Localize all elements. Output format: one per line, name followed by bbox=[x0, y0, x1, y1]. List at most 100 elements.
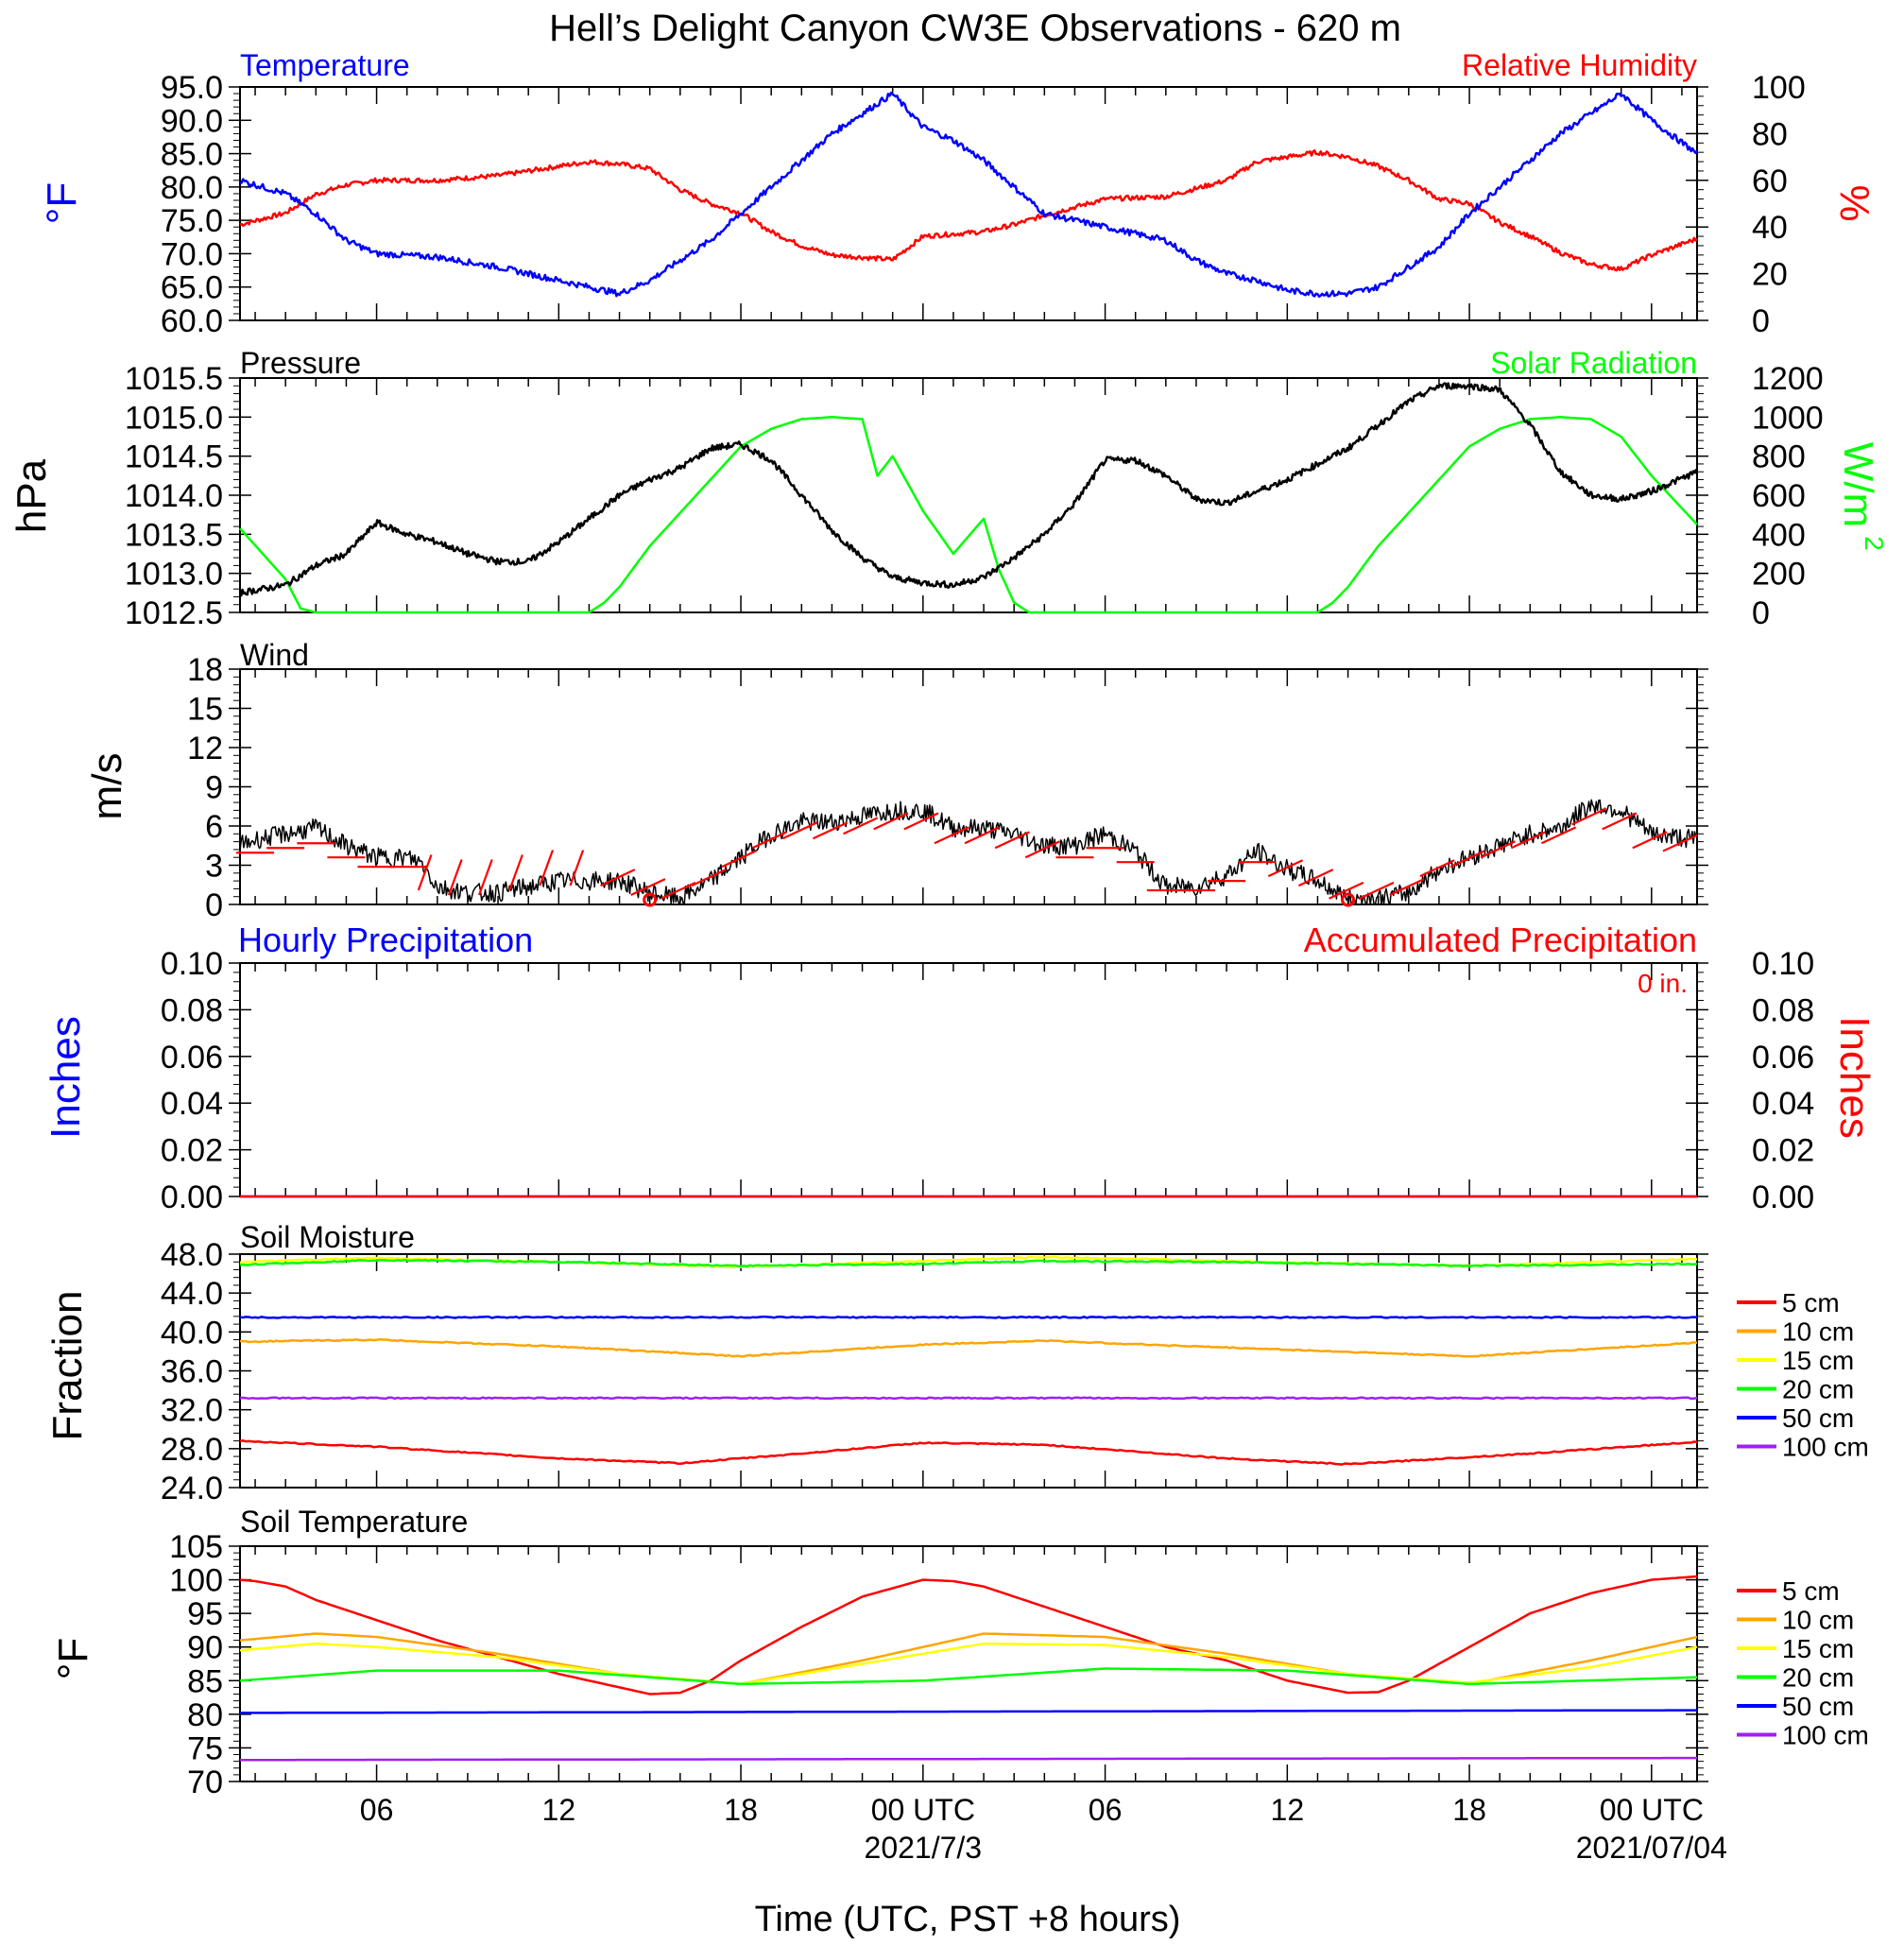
y-tick-label-right: 600 bbox=[1752, 478, 1806, 514]
y-tick-label: 18 bbox=[187, 652, 223, 688]
wind-barb bbox=[600, 869, 636, 887]
legend-label: 5 cm bbox=[1782, 1576, 1840, 1606]
soil-temp-lines bbox=[239, 1575, 1698, 1762]
pressure-unit: hPa bbox=[9, 458, 55, 533]
wind-barb bbox=[630, 878, 666, 897]
solar-unit: W/m 2 bbox=[1835, 442, 1889, 551]
plot-frame bbox=[239, 962, 1698, 1197]
x-tick-label: 00 UTC bbox=[1600, 1793, 1704, 1827]
wind-barb bbox=[721, 850, 757, 869]
hourly-precip-title: Hourly Precipitation bbox=[238, 921, 533, 959]
y-tick-label: 36.0 bbox=[161, 1354, 223, 1390]
y-tick-label-right: 0.00 bbox=[1752, 1179, 1814, 1215]
wind-barb bbox=[417, 854, 433, 891]
y-tick-label: 65.0 bbox=[161, 270, 223, 306]
wind-barb bbox=[1632, 831, 1668, 850]
wind-barb bbox=[539, 850, 555, 886]
wind-barb bbox=[1662, 834, 1698, 852]
pressure-axes bbox=[229, 377, 1708, 613]
temperature-humidity-lines bbox=[239, 91, 1699, 299]
y-tick-label-right: 0.06 bbox=[1752, 1040, 1814, 1076]
y-tick-label-right: 1000 bbox=[1752, 400, 1824, 436]
wind-barb bbox=[508, 854, 523, 891]
soil-moisture-title: Soil Moisture bbox=[240, 1220, 415, 1254]
y-tick-label: 32.0 bbox=[161, 1393, 223, 1429]
pressure-solar-lines bbox=[238, 382, 1699, 614]
y-tick-label-right: 400 bbox=[1752, 517, 1806, 553]
y-tick-label-right: 0.04 bbox=[1752, 1086, 1814, 1122]
y-tick-label: 80 bbox=[187, 1697, 223, 1733]
y-tick-label: 75 bbox=[187, 1730, 223, 1766]
x-date-label: 2021/07/04 bbox=[1576, 1831, 1727, 1865]
hourly-precip-unit: Inches bbox=[43, 1016, 89, 1139]
humidity-unit: % bbox=[1831, 184, 1878, 221]
wind-unit: m/s bbox=[84, 753, 130, 820]
y-tick-label: 1015.0 bbox=[125, 400, 223, 436]
x-tick-label: 18 bbox=[1452, 1793, 1486, 1827]
depth-line-15cm bbox=[239, 1642, 1698, 1686]
depth-line-20cm bbox=[239, 1258, 1698, 1268]
y-tick-label: 0 bbox=[205, 887, 223, 923]
x-tick-label: 06 bbox=[1089, 1793, 1123, 1827]
y-tick-label: 90 bbox=[187, 1630, 223, 1666]
y-tick-label: 0.04 bbox=[161, 1086, 223, 1122]
legend-label: 100 cm bbox=[1782, 1433, 1869, 1462]
wind-barb bbox=[447, 859, 463, 896]
legend-label: 50 cm bbox=[1782, 1692, 1854, 1721]
wind-barb bbox=[1297, 869, 1334, 887]
humidity-line bbox=[239, 149, 1698, 272]
plot-frame bbox=[239, 377, 1698, 613]
y-tick-label-right: 0.10 bbox=[1752, 946, 1814, 982]
panel-precipitation: Hourly Precipitation Accumulated Precipi… bbox=[43, 921, 1878, 1215]
y-tick-label: 15 bbox=[187, 692, 223, 728]
wind-barb bbox=[569, 850, 585, 886]
pressure-line bbox=[238, 382, 1699, 597]
x-tick-label: 12 bbox=[1271, 1793, 1305, 1827]
wind-barb bbox=[1540, 826, 1577, 845]
y-tick-label-right: 20 bbox=[1752, 257, 1788, 293]
temperature-axes bbox=[229, 86, 1708, 321]
y-tick-label-right: 800 bbox=[1752, 439, 1806, 475]
accum-precip-tick-labels: 0.10 0.08 0.06 0.04 0.02 0.00 bbox=[1752, 946, 1814, 1215]
wind-barb bbox=[812, 821, 849, 840]
y-tick-label: 0.06 bbox=[161, 1040, 223, 1076]
y-tick-label: 1013.5 bbox=[125, 517, 223, 553]
wind-barb bbox=[903, 812, 939, 831]
soil-moisture-tick-labels: 48.044.040.036.032.028.024.0 bbox=[161, 1237, 223, 1506]
x-date-label: 2021/7/3 bbox=[865, 1831, 983, 1865]
legend-label: 10 cm bbox=[1782, 1606, 1854, 1635]
wind-barb bbox=[1449, 850, 1485, 869]
pressure-title: Pressure bbox=[240, 346, 361, 380]
hourly-precip-tick-labels: 0.10 0.08 0.06 0.04 0.02 0.00 bbox=[161, 946, 223, 1215]
y-tick-label: 44.0 bbox=[161, 1276, 223, 1312]
depth-line-5cm bbox=[239, 1575, 1698, 1695]
depth-line-5cm bbox=[239, 1439, 1698, 1466]
y-tick-label-right: 200 bbox=[1752, 557, 1806, 593]
wind-barb bbox=[781, 821, 818, 840]
y-tick-label: 1014.5 bbox=[125, 439, 223, 475]
y-tick-label: 60.0 bbox=[161, 303, 223, 339]
wind-barb bbox=[691, 869, 727, 887]
depth-line-100cm bbox=[239, 1396, 1698, 1401]
y-tick-label: 70 bbox=[187, 1764, 223, 1800]
wind-barb bbox=[994, 831, 1030, 850]
wind-barb bbox=[660, 881, 696, 900]
y-tick-label-right: 0.02 bbox=[1752, 1133, 1814, 1169]
y-tick-label: 95.0 bbox=[161, 70, 223, 106]
solar-unit-superscript: 2 bbox=[1860, 536, 1889, 551]
wind-barb bbox=[1419, 859, 1455, 878]
y-tick-label: 40.0 bbox=[161, 1315, 223, 1351]
precip-total-label: 0 in. bbox=[1638, 969, 1688, 998]
wind-barb bbox=[964, 826, 1000, 845]
precip-axes bbox=[229, 962, 1708, 1197]
legend-label: 20 cm bbox=[1782, 1663, 1854, 1693]
wind-barb bbox=[751, 831, 787, 850]
x-tick-label: 06 bbox=[360, 1793, 394, 1827]
x-tick-label: 00 UTC bbox=[871, 1793, 975, 1827]
y-tick-label: 85.0 bbox=[161, 137, 223, 173]
